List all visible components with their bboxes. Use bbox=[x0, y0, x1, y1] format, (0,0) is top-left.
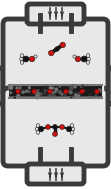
Circle shape bbox=[70, 124, 74, 127]
Circle shape bbox=[73, 55, 76, 58]
Circle shape bbox=[42, 92, 43, 94]
Circle shape bbox=[25, 90, 28, 92]
Circle shape bbox=[19, 88, 21, 89]
Circle shape bbox=[55, 88, 57, 90]
Circle shape bbox=[55, 47, 59, 51]
Circle shape bbox=[14, 97, 15, 98]
Circle shape bbox=[64, 93, 66, 95]
Circle shape bbox=[33, 90, 36, 93]
Circle shape bbox=[70, 86, 73, 90]
Circle shape bbox=[16, 89, 20, 94]
Circle shape bbox=[28, 90, 31, 94]
Circle shape bbox=[20, 54, 24, 57]
Circle shape bbox=[48, 89, 52, 94]
Circle shape bbox=[35, 95, 39, 99]
Bar bbox=[40, 13, 71, 31]
Circle shape bbox=[16, 87, 18, 89]
Circle shape bbox=[40, 93, 42, 95]
Circle shape bbox=[95, 89, 99, 94]
Circle shape bbox=[80, 89, 84, 94]
Circle shape bbox=[86, 54, 90, 57]
Circle shape bbox=[53, 132, 57, 136]
Circle shape bbox=[37, 92, 40, 96]
Circle shape bbox=[75, 56, 81, 62]
Circle shape bbox=[53, 95, 55, 97]
Circle shape bbox=[83, 90, 84, 91]
Circle shape bbox=[87, 57, 90, 61]
Circle shape bbox=[74, 91, 77, 94]
Circle shape bbox=[49, 87, 52, 90]
Circle shape bbox=[70, 96, 72, 98]
Circle shape bbox=[58, 91, 61, 93]
Circle shape bbox=[9, 86, 13, 89]
Circle shape bbox=[23, 56, 29, 62]
Circle shape bbox=[45, 97, 46, 98]
Circle shape bbox=[89, 97, 90, 98]
Circle shape bbox=[36, 124, 40, 127]
Circle shape bbox=[33, 90, 37, 94]
Circle shape bbox=[20, 61, 24, 64]
FancyBboxPatch shape bbox=[0, 68, 18, 104]
FancyBboxPatch shape bbox=[3, 88, 108, 166]
Circle shape bbox=[44, 93, 46, 94]
Circle shape bbox=[20, 57, 23, 61]
Circle shape bbox=[49, 50, 54, 56]
Circle shape bbox=[82, 85, 83, 87]
Circle shape bbox=[89, 93, 91, 95]
Circle shape bbox=[77, 93, 80, 96]
Circle shape bbox=[10, 91, 12, 93]
Circle shape bbox=[64, 89, 68, 94]
FancyBboxPatch shape bbox=[93, 68, 111, 104]
Circle shape bbox=[95, 95, 96, 97]
Circle shape bbox=[69, 91, 72, 94]
Circle shape bbox=[75, 87, 76, 88]
Circle shape bbox=[22, 91, 24, 93]
Circle shape bbox=[81, 56, 87, 62]
Circle shape bbox=[98, 89, 101, 91]
Circle shape bbox=[34, 55, 37, 58]
Circle shape bbox=[38, 126, 44, 132]
Circle shape bbox=[60, 42, 65, 48]
Circle shape bbox=[29, 56, 35, 62]
Circle shape bbox=[44, 86, 48, 90]
Circle shape bbox=[28, 87, 30, 89]
Circle shape bbox=[71, 127, 75, 131]
Circle shape bbox=[82, 90, 84, 92]
Circle shape bbox=[70, 131, 74, 134]
Circle shape bbox=[74, 94, 77, 97]
Circle shape bbox=[96, 91, 98, 94]
Circle shape bbox=[81, 87, 82, 88]
Circle shape bbox=[10, 93, 11, 94]
Bar bbox=[40, 147, 71, 161]
Circle shape bbox=[61, 93, 63, 95]
Circle shape bbox=[48, 95, 50, 97]
Circle shape bbox=[86, 61, 90, 64]
Circle shape bbox=[36, 131, 40, 134]
Circle shape bbox=[72, 85, 75, 87]
Circle shape bbox=[51, 92, 53, 94]
FancyBboxPatch shape bbox=[27, 4, 84, 24]
Circle shape bbox=[44, 88, 47, 91]
Circle shape bbox=[75, 94, 76, 95]
Circle shape bbox=[28, 91, 30, 92]
Circle shape bbox=[32, 89, 36, 94]
Circle shape bbox=[53, 125, 57, 129]
FancyBboxPatch shape bbox=[27, 164, 84, 184]
FancyBboxPatch shape bbox=[3, 19, 108, 97]
Circle shape bbox=[46, 125, 51, 129]
Circle shape bbox=[67, 90, 69, 92]
Circle shape bbox=[59, 86, 60, 87]
Circle shape bbox=[100, 91, 102, 92]
Circle shape bbox=[17, 95, 20, 97]
Polygon shape bbox=[9, 85, 102, 98]
Circle shape bbox=[66, 126, 72, 132]
Circle shape bbox=[37, 90, 39, 91]
Circle shape bbox=[76, 96, 79, 98]
Circle shape bbox=[59, 125, 64, 129]
Circle shape bbox=[50, 93, 52, 95]
Circle shape bbox=[35, 127, 39, 131]
Circle shape bbox=[77, 95, 80, 98]
Circle shape bbox=[54, 91, 56, 93]
Circle shape bbox=[19, 87, 21, 89]
